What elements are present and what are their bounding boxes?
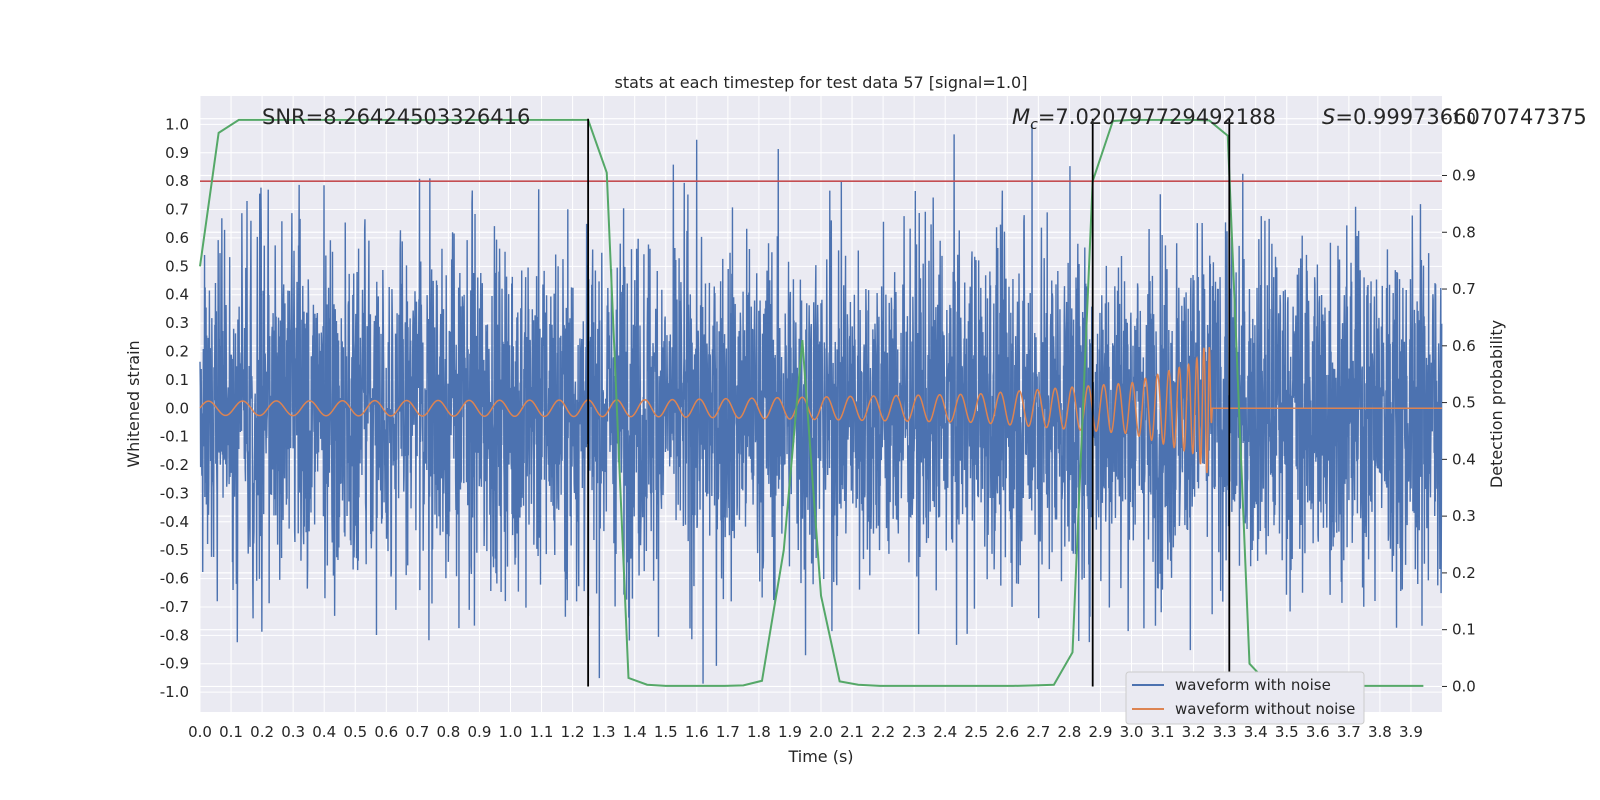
x-tick-label: 3.6	[1306, 723, 1330, 741]
y-tick-label: 0.4	[165, 286, 189, 304]
x-tick-label: 2.6	[995, 723, 1019, 741]
legend: waveform with noise waveform without noi…	[1125, 671, 1365, 725]
chart-title: stats at each timestep for test data 57 …	[615, 73, 1028, 92]
x-tick-label: 1.5	[654, 723, 678, 741]
x-tick-label: 0.0	[188, 723, 212, 741]
y-tick-label: -0.8	[160, 626, 189, 644]
x-tick-label: 3.5	[1275, 723, 1299, 741]
y-tick-label: -0.5	[160, 541, 189, 559]
x-tick-label: 2.2	[871, 723, 895, 741]
legend-label-noise: waveform with noise	[1175, 676, 1331, 694]
x-tick-label: 0.9	[468, 723, 492, 741]
y2-tick-label: 0.4	[1452, 450, 1476, 468]
noise-line	[199, 124, 1443, 684]
y2-tick-labels: 0.0 0.1 0.2 0.3 0.4 0.5 0.6 0.7 0.8 0.9 1.0	[1442, 110, 1476, 695]
y-tick-label: 0.8	[165, 172, 189, 190]
y2-tick-label: 0.5	[1452, 394, 1476, 412]
x-tick-label: 1.6	[685, 723, 709, 741]
x-tick-label: 1.2	[561, 723, 585, 741]
y2-tick-label: 0.2	[1452, 564, 1476, 582]
y2-tick-label: 0.7	[1452, 280, 1476, 298]
y2-tick-label: 0.0	[1452, 677, 1476, 695]
x-tick-label: 0.6	[374, 723, 398, 741]
x-tick-label: 1.3	[592, 723, 616, 741]
x-tick-label: 2.8	[1057, 723, 1081, 741]
score-value: =0.9997366070747375	[1335, 105, 1586, 129]
x-tick-label: 2.4	[933, 723, 957, 741]
chirp-mass-subscript: c	[1030, 117, 1038, 133]
chirp-mass-symbol: M	[1012, 105, 1030, 129]
y-tick-label: -0.7	[160, 598, 189, 616]
y-tick-label: -0.9	[160, 655, 189, 673]
x-tick-label: 3.8	[1368, 723, 1392, 741]
x-tick-label: 1.9	[778, 723, 802, 741]
y-axis-label: Whitened strain	[124, 340, 143, 467]
y2-tick-label: 1.0	[1452, 110, 1476, 128]
snr-annotation: SNR=8.26424503326416	[262, 105, 530, 129]
y-tick-label: -1.0	[160, 683, 189, 701]
x-tick-label: 0.4	[312, 723, 336, 741]
y-tick-label: 0.7	[165, 201, 189, 219]
x-axis-label: Time (s)	[787, 747, 853, 766]
x-tick-label: 3.0	[1120, 723, 1144, 741]
score-annotation: S=0.9997366070747375	[1322, 105, 1587, 129]
x-tick-label: 0.7	[405, 723, 429, 741]
y-tick-label: 0.2	[165, 342, 189, 360]
x-tick-label: 2.1	[840, 723, 864, 741]
x-tick-label: 2.7	[1026, 723, 1050, 741]
y-tick-label: -0.4	[160, 513, 189, 531]
x-tick-label: 2.0	[809, 723, 833, 741]
x-tick-label: 0.8	[436, 723, 460, 741]
y-tick-label: -0.1	[160, 428, 189, 446]
chirp-mass-annotation: Mc=7.020797729492188	[1012, 105, 1276, 133]
series-waveform-with-noise	[199, 124, 1443, 684]
y2-tick-label: 0.6	[1452, 337, 1476, 355]
y-tick-label: 0.6	[165, 229, 189, 247]
x-tick-label: 0.3	[281, 723, 305, 741]
x-tick-label: 3.1	[1151, 723, 1175, 741]
y-tick-label: -0.3	[160, 484, 189, 502]
y-tick-label: 0.5	[165, 257, 189, 275]
clean-line	[199, 347, 1442, 474]
y-tick-label: 0.9	[165, 144, 189, 162]
x-tick-label: 2.3	[902, 723, 926, 741]
x-tick-label: 0.1	[219, 723, 243, 741]
x-tick-label: 3.7	[1337, 723, 1361, 741]
x-tick-label: 0.2	[250, 723, 274, 741]
x-tick-label: 2.5	[964, 723, 988, 741]
marker-lines	[587, 118, 1231, 687]
series-waveform-without-noise	[199, 347, 1442, 474]
x-tick-label: 1.7	[716, 723, 740, 741]
y2-tick-label: 0.1	[1452, 621, 1476, 639]
y-tick-label: -0.6	[160, 570, 189, 588]
y-tick-label: -0.2	[160, 456, 189, 474]
y2-axis-label: Detection probability	[1487, 320, 1506, 488]
y-tick-labels: -1.0 -0.9 -0.8 -0.7 -0.6 -0.5 -0.4 -0.3 -0.2 -0.1…	[160, 115, 189, 701]
x-tick-label: 0.5	[343, 723, 367, 741]
score-symbol: S	[1322, 105, 1335, 129]
x-tick-labels: 0.0 0.1 0.2 0.3 0.4 0.5 0.6 0.7 0.8 0.9 1.0 1.1 1.2 1…	[188, 723, 1423, 741]
y-tick-label: 0.1	[165, 371, 189, 389]
x-tick-label: 2.9	[1089, 723, 1113, 741]
x-tick-label: 3.2	[1182, 723, 1206, 741]
y-tick-label: 1.0	[165, 115, 189, 133]
y2-tick-label: 0.3	[1452, 507, 1476, 525]
y-tick-label: 0.0	[165, 399, 189, 417]
legend-box	[1125, 671, 1365, 725]
x-tick-label: 3.4	[1244, 723, 1268, 741]
x-tick-label: 1.0	[499, 723, 523, 741]
x-tick-label: 1.4	[623, 723, 647, 741]
legend-label-clean: waveform without noise	[1175, 700, 1355, 718]
x-tick-label: 1.8	[747, 723, 771, 741]
x-tick-label: 3.9	[1399, 723, 1423, 741]
chirp-mass-value: =7.020797729492188	[1038, 105, 1276, 129]
y2-tick-label: 0.8	[1452, 223, 1476, 241]
y2-tick-label: 0.9	[1452, 166, 1476, 184]
x-tick-label: 1.1	[530, 723, 554, 741]
y-tick-label: 0.3	[165, 314, 189, 332]
x-tick-label: 3.3	[1213, 723, 1237, 741]
